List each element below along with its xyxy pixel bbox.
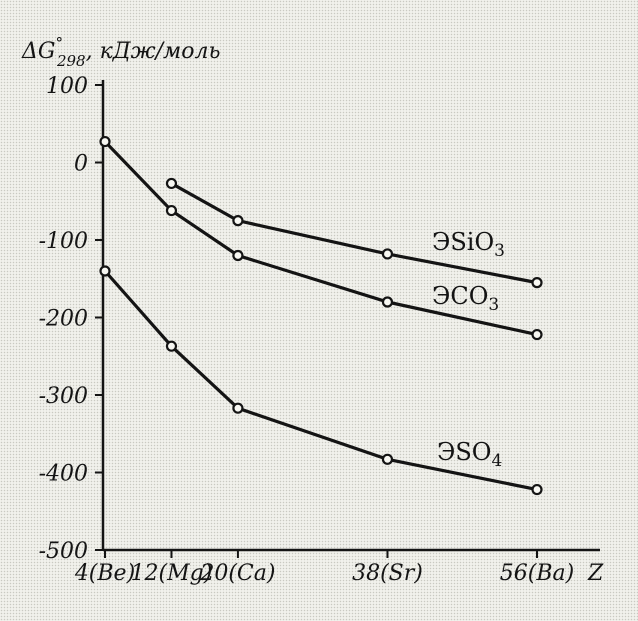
y-axis-title-unit: , кДж/моль — [86, 39, 221, 64]
data-point — [165, 177, 178, 190]
series-label-sub: 4 — [491, 451, 502, 471]
data-point — [99, 135, 111, 148]
data-point — [232, 402, 244, 414]
series-label-text: ЭCO — [432, 282, 488, 310]
y-tick-label: -200 — [39, 307, 88, 332]
series-line — [170, 182, 538, 285]
x-tick-label: 56(Ba) — [500, 561, 574, 586]
y-tick-label: -300 — [39, 384, 88, 409]
y-axis-title-sup: ° — [55, 34, 63, 52]
data-point — [381, 296, 394, 308]
data-point — [531, 328, 543, 341]
series-label-sub: 3 — [494, 241, 505, 261]
series-label: ЭSiO3 — [432, 228, 505, 261]
data-point — [165, 340, 178, 352]
series-label: ЭSO4 — [437, 438, 502, 471]
data-point — [531, 277, 543, 289]
x-tick-label: 4(Be) — [74, 561, 135, 586]
x-ticks: 4(Be)12(Mg)20(Ca) 38(Sr) 56(Ba) — [74, 550, 574, 586]
series-label-text: ЭSiO — [432, 228, 494, 256]
y-ticks: 100 0 -100 -200 -300 -400 -500 — [39, 74, 103, 564]
y-tick-label: -500 — [39, 539, 88, 564]
data-point — [531, 483, 543, 496]
y-tick-label: -100 — [39, 229, 88, 254]
series-label: ЭCO3 — [432, 282, 499, 315]
y-tick-label: -400 — [39, 462, 88, 487]
data-point — [165, 204, 178, 217]
y-tick-label: 100 — [46, 74, 88, 99]
y-tick-label: 0 — [74, 152, 88, 177]
x-tick-label: 12(Mg) — [131, 561, 213, 586]
x-axis-title: Z — [587, 561, 604, 586]
data-point — [232, 215, 244, 227]
series-label-sub: 3 — [488, 295, 499, 315]
y-axis-title: ΔG° 298, кДж/моль — [21, 34, 221, 70]
y-axis-title-sub: 298 — [56, 52, 86, 70]
data-point — [232, 249, 244, 262]
x-tick-label: 20(Ca) — [199, 561, 275, 586]
data-point — [381, 248, 394, 260]
series-label-text: ЭSO — [437, 438, 491, 466]
y-axis-title-main: ΔG — [21, 39, 55, 64]
data-point — [381, 453, 394, 465]
data-point — [99, 265, 111, 277]
x-tick-label: 38(Sr) — [352, 561, 423, 586]
